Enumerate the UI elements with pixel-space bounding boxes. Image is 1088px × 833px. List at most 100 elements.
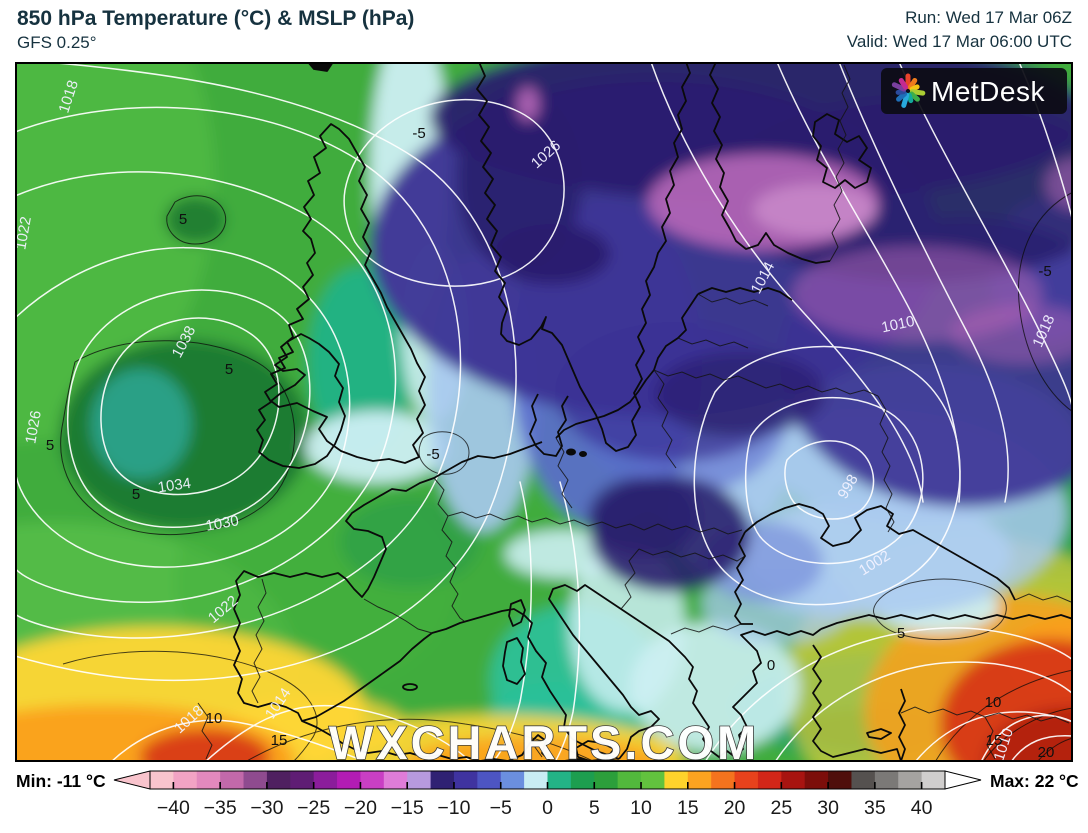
colorbar-left-arrow [113, 770, 151, 790]
colorbar-tick-label: −20 [344, 797, 377, 819]
colorbar-tick-label: −40 [157, 797, 190, 819]
isobar-label: 1034 [157, 475, 192, 496]
colorbar-right-arrow [944, 770, 982, 790]
colorbar-segment [851, 771, 876, 789]
colorbar-tick-label: −5 [490, 797, 512, 819]
colorbar-segment [641, 771, 665, 789]
temperature-contours [60, 191, 1073, 762]
logo-ray [909, 89, 926, 96]
colorbar-segment [220, 771, 245, 789]
logo-ray [907, 77, 918, 90]
temp-contour-label: 20 [1038, 744, 1055, 761]
colorbar-segment [828, 771, 852, 789]
temp-contour-label: 5 [225, 361, 233, 378]
colorbar-tick-label: 0 [542, 797, 553, 819]
temp-contour-label: -5 [1038, 263, 1051, 280]
metdesk-pinwheel-icon [891, 73, 926, 108]
colorbar-tick-label: 15 [677, 797, 699, 819]
colorbar-segment [921, 771, 946, 789]
colorbar-tick-label: 35 [864, 797, 886, 819]
isobar-label: 1030 [204, 512, 240, 535]
colorbar-segment [290, 771, 315, 789]
logo-ray [906, 92, 914, 104]
colorbar-segment [570, 771, 595, 789]
temp-contour-label: -5 [412, 125, 425, 142]
run-valid-block: Run: Wed 17 Mar 06Z Valid: Wed 17 Mar 06… [847, 6, 1072, 54]
colorbar-segment [150, 771, 174, 789]
colorbar-segment [898, 771, 923, 789]
temp-contour-label: 5 [46, 437, 54, 454]
colorbar-segment [430, 771, 455, 789]
metdesk-logo: MetDesk [881, 68, 1067, 114]
colorbar-segment [524, 771, 548, 789]
colorbar-segment [360, 771, 385, 789]
page-title: 850 hPa Temperature (°C) & MSLP (hPa) [17, 7, 415, 30]
colorbar-segment [617, 771, 642, 789]
logo-ray [901, 92, 910, 108]
temp-contour-label: 10 [206, 710, 223, 727]
coastlines [233, 62, 1073, 762]
temp-labels-layer: 5 5 5 5 -5 -5 -5 0 5 10 15 10 15 20 [46, 125, 1055, 761]
colorbar-segment [196, 771, 221, 789]
run-time: Run: Wed 17 Mar 06Z [905, 8, 1072, 27]
colorbar-segment [594, 771, 619, 789]
colorbar-tick-label: 30 [817, 797, 839, 819]
logo-ray [909, 84, 920, 92]
colorbar-segment [781, 771, 806, 789]
colorbar-segments [150, 771, 946, 789]
watermark: WXCHARTS.COM [329, 716, 759, 762]
country-borders [197, 64, 1072, 760]
logo-ray [896, 91, 908, 102]
colorbar-segment [711, 771, 736, 789]
colorbar-segment [757, 771, 782, 789]
colorbar-segment [734, 771, 759, 789]
colorbar-tick-label: −25 [297, 797, 330, 819]
colorbar-tick-label: 20 [724, 797, 746, 819]
logo-ray [908, 91, 920, 102]
temp-contour-label: 0 [767, 657, 775, 674]
colorbar-tick-label: 5 [589, 797, 600, 819]
colorbar-segment [173, 771, 198, 789]
colorbar-segment [500, 771, 525, 789]
isobar-label: 1010 [880, 313, 916, 337]
temp-contour-label: 5 [897, 625, 905, 642]
colorbar-segment [383, 771, 408, 789]
isobar-lines [15, 62, 1073, 762]
colorbar-tick-label: 25 [770, 797, 792, 819]
temp-contour-label: 10 [985, 694, 1002, 711]
temperature-colorbar: Min: -11 °C −40 −35 −30 −25 −20 −15 −10 −5 0 5 10 1… [16, 770, 1079, 819]
model-subtitle: GFS 0.25° [17, 33, 97, 52]
isobar-label: 1026 [22, 409, 45, 445]
colorbar-tick-label: −35 [204, 797, 237, 819]
logo-ray [891, 82, 907, 92]
colorbar-max-label: Max: 22 °C [990, 771, 1079, 791]
colorbar-segment [266, 771, 291, 789]
colorbar-segment [477, 771, 502, 789]
colorbar-segment [313, 771, 338, 789]
temp-contour-label: 5 [179, 211, 187, 228]
temp-contour-label: 15 [986, 732, 1003, 749]
valid-time: Valid: Wed 17 Mar 06:00 UTC [846, 32, 1072, 51]
colorbar-segment [453, 771, 478, 789]
colorbar-min-label: Min: -11 °C [16, 771, 106, 791]
colorbar-segment [547, 771, 572, 789]
colorbar-segment [407, 771, 432, 789]
colorbar-segment [874, 771, 899, 789]
temp-contour-label: 5 [132, 486, 140, 503]
colorbar-tick-label: −10 [437, 797, 470, 819]
map-frame [15, 62, 1073, 762]
colorbar-segment [243, 771, 268, 789]
logo-ray [898, 77, 909, 90]
colorbar-tick-label: 40 [911, 797, 933, 819]
colorbar-segment [337, 771, 361, 789]
colorbar-segment [804, 771, 829, 789]
colorbar-tick-label: 10 [630, 797, 652, 819]
metdesk-logo-text: MetDesk [931, 76, 1045, 107]
isobar-label: 1022 [15, 215, 35, 251]
colorbar-tick-label: −30 [250, 797, 283, 819]
colorbar-ticks [172, 782, 923, 789]
colorbar-segment [664, 771, 689, 789]
colorbar-tick-label: −15 [391, 797, 424, 819]
